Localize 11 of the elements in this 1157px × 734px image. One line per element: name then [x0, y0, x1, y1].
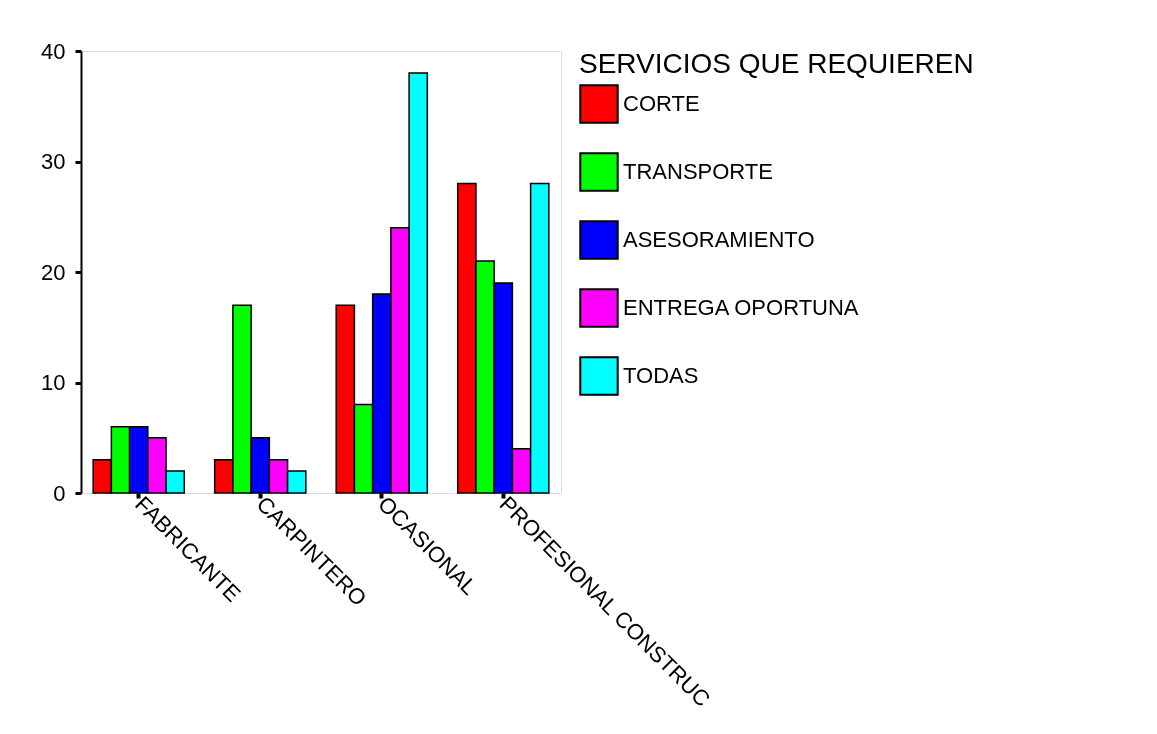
y-tick-label: 30 [41, 149, 66, 174]
legend-label: ASESORAMIENTO [623, 227, 815, 252]
y-tick-label: 40 [41, 38, 66, 64]
legend-label: TODAS [623, 363, 699, 388]
legend-title: SERVICIOS QUE REQUIEREN [579, 48, 974, 79]
y-tick-label: 20 [41, 259, 66, 285]
y-tick-label: 10 [41, 370, 66, 395]
legend-label: TRANSPORTE [623, 159, 773, 184]
y-tick-label: 0 [53, 480, 66, 506]
legend-label: CORTE [623, 91, 700, 116]
legend-label: ENTREGA OPORTUNA [623, 295, 859, 320]
